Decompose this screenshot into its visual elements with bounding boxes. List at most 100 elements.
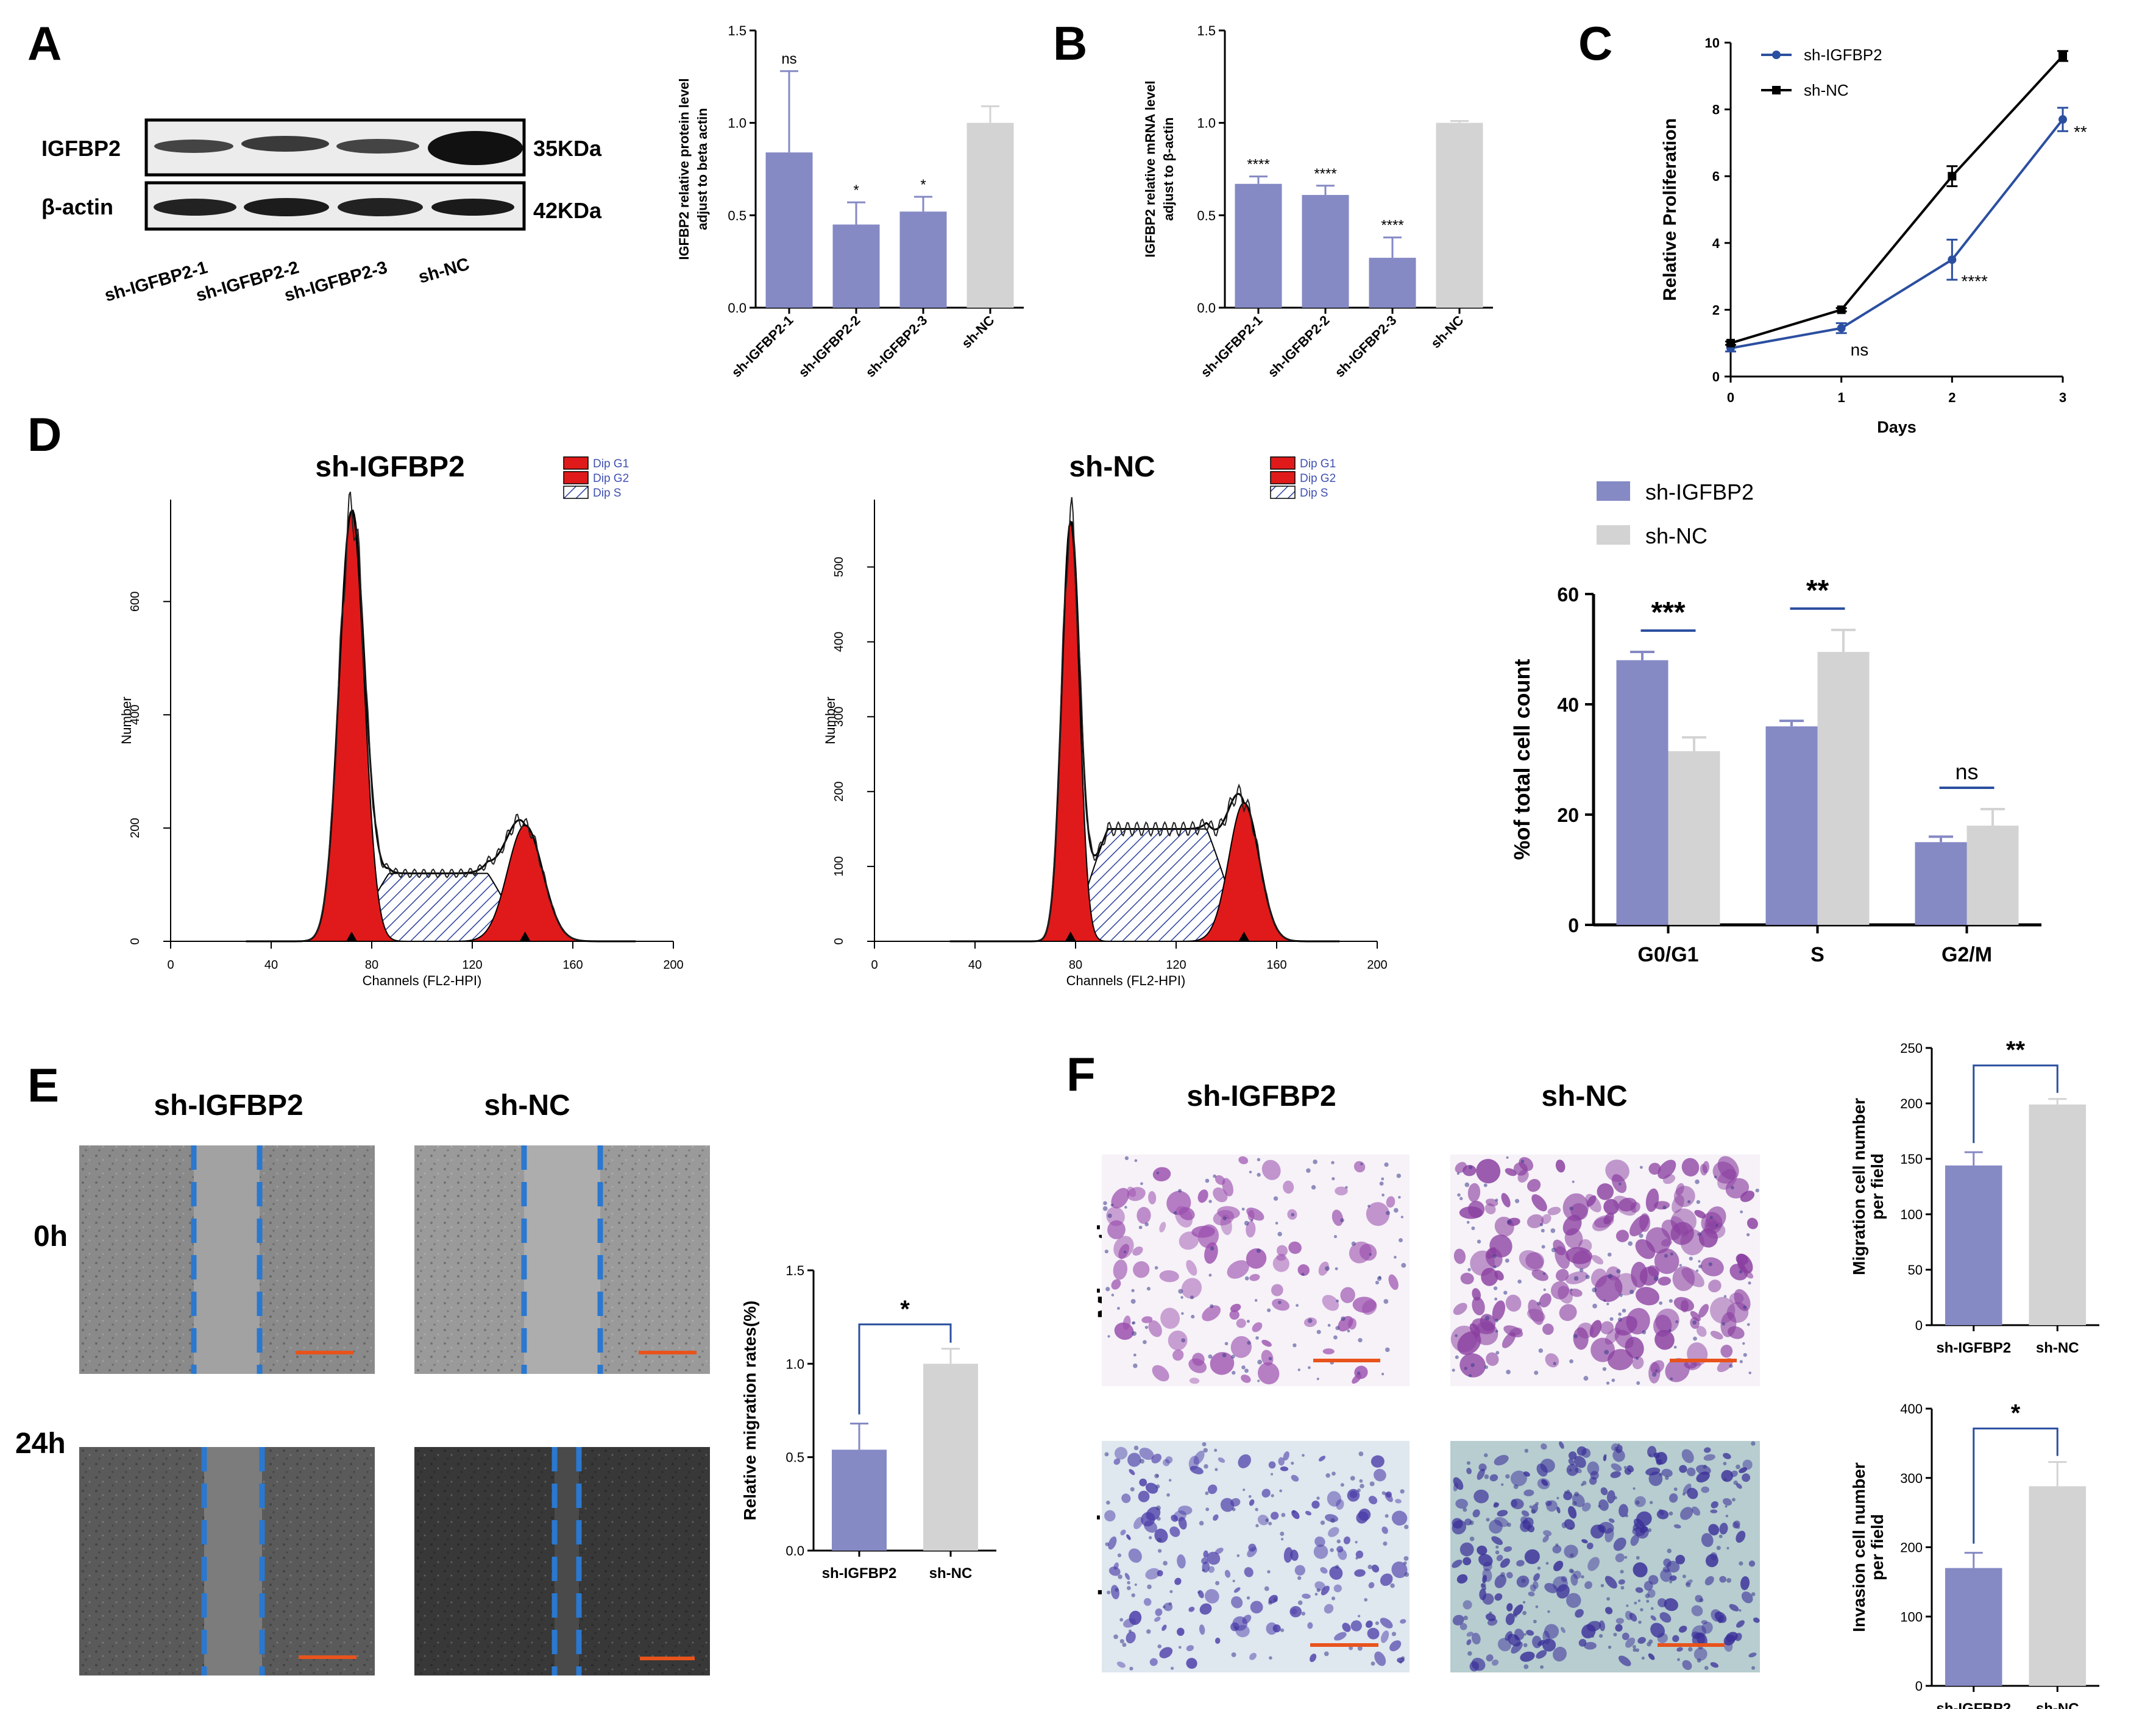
cell: [1586, 1621, 1601, 1632]
pore: [1130, 1487, 1135, 1491]
pore: [1369, 1253, 1372, 1256]
cell: [1533, 1580, 1539, 1589]
cell: [1463, 1600, 1472, 1610]
pore: [1107, 1590, 1111, 1594]
pore: [1464, 1367, 1467, 1370]
significance-label: *: [2011, 1400, 2021, 1427]
pore: [1622, 1308, 1626, 1313]
pore: [1248, 1495, 1252, 1498]
pore: [1742, 1342, 1745, 1345]
cell: [1258, 1362, 1280, 1385]
pore: [1555, 1543, 1559, 1547]
pore: [1350, 1476, 1355, 1481]
cell: [1160, 1307, 1180, 1329]
pore: [1331, 1161, 1335, 1164]
pore: [1268, 1357, 1272, 1360]
pore: [1677, 1658, 1680, 1661]
cell: [1231, 1596, 1243, 1608]
cell: [1400, 1619, 1406, 1624]
pore: [1524, 1448, 1529, 1453]
cell: [1307, 1622, 1313, 1629]
cell: [1127, 1186, 1137, 1197]
pore: [1732, 1498, 1736, 1502]
legend-label: sh-NC: [1645, 523, 1707, 548]
cell: [1520, 1516, 1528, 1524]
dip-s-area: [949, 828, 1340, 942]
cell: [1748, 1560, 1756, 1567]
pore: [1616, 1268, 1621, 1274]
cell: [1350, 1620, 1362, 1632]
cell: [1613, 1537, 1626, 1551]
cell: [1161, 1624, 1167, 1631]
pore: [1551, 1247, 1556, 1253]
histogram-title: sh-IGFBP2: [315, 451, 464, 483]
significance-label: **: [2006, 1037, 2026, 1064]
y-axis-label: Number: [823, 696, 838, 744]
series-line: [1730, 55, 2064, 345]
cell: [1507, 1633, 1521, 1647]
pore: [1333, 1335, 1338, 1340]
cell: [1586, 1542, 1594, 1549]
cell: [1236, 1318, 1246, 1328]
pore: [1697, 1658, 1701, 1663]
pore: [1477, 1239, 1481, 1244]
cell: [1590, 1471, 1599, 1480]
pore: [1725, 1514, 1729, 1518]
x-tick-label: sh-NC: [2036, 1700, 2079, 1709]
cell: [1340, 1287, 1355, 1303]
cell: [1632, 1527, 1645, 1537]
pore: [1144, 1325, 1149, 1329]
pore: [1619, 1293, 1623, 1297]
pore: [1360, 1162, 1363, 1166]
pore: [1156, 1474, 1159, 1477]
pore: [1375, 1281, 1379, 1285]
pore: [1273, 1196, 1278, 1201]
pore: [1751, 1592, 1756, 1596]
cell: [1527, 1214, 1544, 1228]
cell: [1629, 1613, 1637, 1622]
pore: [1539, 1223, 1544, 1226]
pore: [1383, 1541, 1388, 1546]
cell: [1169, 1526, 1180, 1537]
pore: [1377, 1276, 1382, 1281]
x-axis-label: Days: [1877, 418, 1917, 436]
pore: [1522, 1601, 1526, 1604]
pore: [1232, 1370, 1236, 1375]
cell: [1342, 1622, 1351, 1632]
pore: [1503, 1290, 1508, 1295]
cell: [1389, 1640, 1402, 1652]
cell: [1204, 1589, 1219, 1604]
pore: [1659, 1301, 1663, 1305]
pore: [1131, 1593, 1135, 1598]
y-tick-label: 60: [1557, 584, 1579, 606]
cell: [1452, 1559, 1463, 1568]
cell: [1314, 1536, 1325, 1547]
cell: [1266, 1622, 1278, 1635]
pore: [1614, 1496, 1617, 1500]
pore: [1394, 1256, 1397, 1259]
pore: [1515, 1198, 1520, 1203]
pore: [1324, 1651, 1329, 1657]
cell: [1635, 1587, 1644, 1593]
pore: [1379, 1181, 1384, 1186]
pore: [1203, 1448, 1208, 1453]
cell: [1661, 1468, 1673, 1477]
cell: [1336, 1499, 1344, 1510]
cell: [1478, 1463, 1487, 1471]
pore: [1308, 1318, 1313, 1323]
cell: [1272, 1255, 1289, 1272]
panel-label-B: B: [1053, 16, 1087, 70]
pore: [1255, 1336, 1259, 1340]
pore: [1134, 1583, 1137, 1587]
pore: [1314, 1593, 1318, 1596]
pore: [1640, 1608, 1644, 1612]
bar: [923, 1364, 978, 1551]
pore: [1520, 1159, 1525, 1163]
cell: [1615, 1230, 1629, 1242]
pore: [1349, 1646, 1353, 1651]
significance-label: ns: [781, 51, 796, 68]
cell: [1166, 1191, 1191, 1215]
pore: [1204, 1464, 1208, 1469]
cell: [1686, 1467, 1696, 1476]
cell: [1371, 1565, 1380, 1573]
